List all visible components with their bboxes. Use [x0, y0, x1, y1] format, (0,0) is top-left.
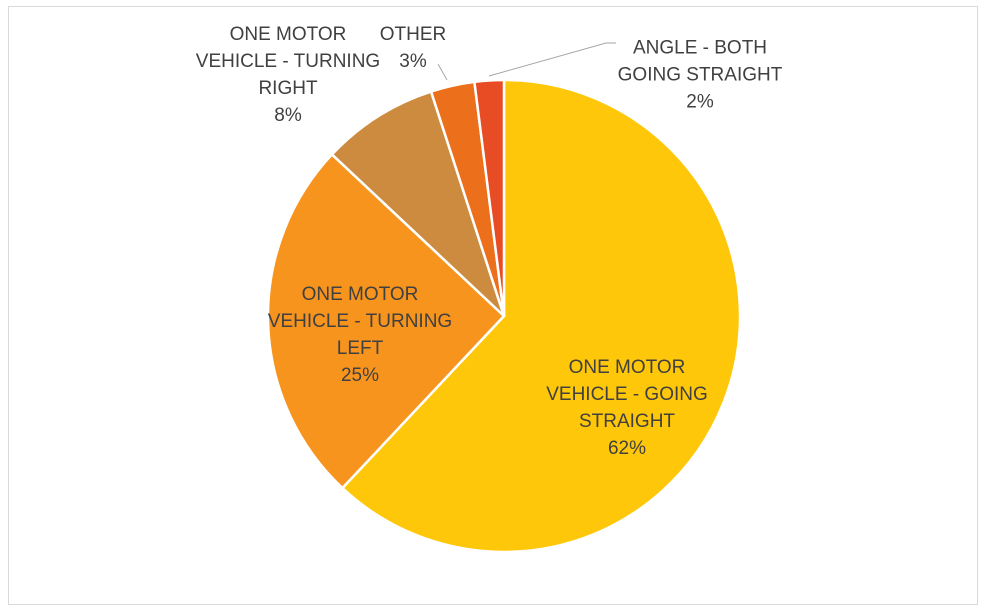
slice-label: ONE MOTOR VEHICLE - TURNING RIGHT 8%: [193, 21, 383, 129]
pie-slice: [473, 78, 506, 317]
pie-slice: [340, 78, 742, 554]
category-label: ONE MOTOR VEHICLE - TURNING LEFT: [267, 284, 453, 359]
slices: [266, 78, 742, 554]
leader-line: [437, 63, 448, 81]
slice-label: ONE MOTOR VEHICLE - TURNING LEFT 25%: [268, 281, 453, 389]
leader-line: [488, 42, 616, 77]
category-label: ONE MOTOR VEHICLE - TURNING RIGHT: [195, 24, 381, 99]
value-label: 3%: [399, 51, 427, 72]
pie-slice: [266, 152, 506, 490]
slice-label: ANGLE - BOTH GOING STRAIGHT 2%: [615, 35, 785, 116]
value-label: 8%: [274, 105, 302, 126]
value-label: 25%: [340, 365, 380, 386]
value-label: 2%: [686, 91, 714, 113]
category-label: ANGLE - BOTH GOING STRAIGHT: [617, 37, 783, 86]
value-label: 62%: [607, 438, 647, 459]
category-label: OTHER: [379, 24, 447, 45]
pie-slice: [330, 89, 506, 317]
category-label: ONE MOTOR VEHICLE - GOING STRAIGHT: [546, 357, 708, 432]
slice-label: OTHER 3%: [368, 21, 458, 75]
slice-label: ONE MOTOR VEHICLE - GOING STRAIGHT 62%: [545, 354, 710, 462]
